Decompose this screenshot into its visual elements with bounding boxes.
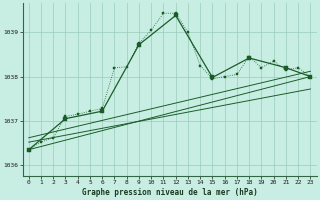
- X-axis label: Graphe pression niveau de la mer (hPa): Graphe pression niveau de la mer (hPa): [82, 188, 258, 197]
